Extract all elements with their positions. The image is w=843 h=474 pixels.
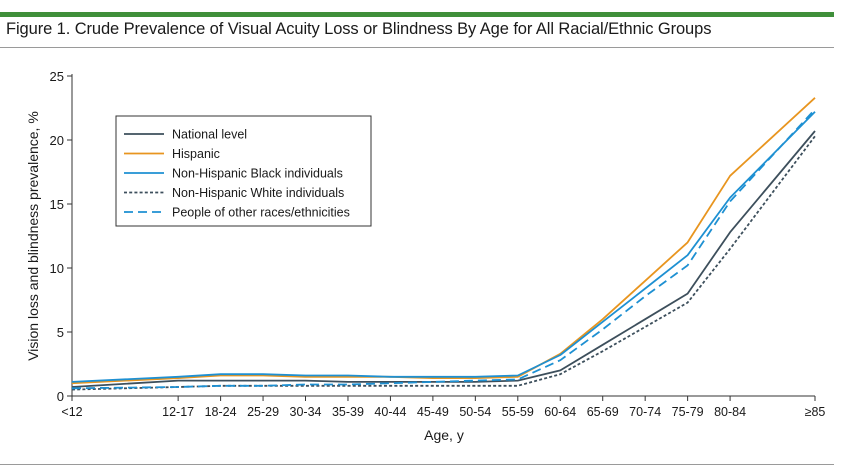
series-line-hispanic [71,97,816,385]
x-tick-label: 35-39 [332,405,364,419]
legend-label: Hispanic [172,147,220,161]
x-tick-label: 50-54 [459,405,491,419]
x-tick-label: 25-29 [247,405,279,419]
x-tick-label: 18-24 [205,405,237,419]
series-line-non-hispanic-black-individuals [71,111,816,383]
top-accent-bar [0,12,834,17]
y-tick-label: 15 [50,197,64,212]
y-tick-label: 5 [57,325,64,340]
x-tick-label: 12-17 [162,405,194,419]
legend-label: Non-Hispanic Black individuals [172,167,343,181]
y-axis-label: Vision loss and blindness prevalence, % [25,111,41,361]
legend-label: People of other races/ethnicities [172,206,350,220]
series-layer [71,97,816,391]
x-axis-label: Age, y [424,427,464,443]
y-tick-label: 20 [50,133,64,148]
series-line-non-hispanic-white-individuals [71,135,816,391]
x-tick-label: 80-84 [714,405,746,419]
y-tick-label: 25 [50,69,64,84]
x-tick-label: 45-49 [417,405,449,419]
title-divider [0,47,834,48]
x-tick-label: <12 [61,405,82,419]
figure-title: Figure 1. Crude Prevalence of Visual Acu… [6,20,712,38]
bottom-divider [0,464,834,465]
x-tick-label: 40-44 [374,405,406,419]
y-tick-label: 10 [50,261,64,276]
legend-label: Non-Hispanic White individuals [172,186,344,200]
x-tick-label: 70-74 [629,405,661,419]
y-tick-label: 0 [57,389,64,404]
axes: 0 5 10 15 20 25 <12 12-17 18-24 25-29 30-34 35-39 40… [50,69,826,419]
x-tick-label: 60-64 [544,405,576,419]
series-line-people-of-other-races-ethnicities [71,108,816,390]
x-tick-label: ≥85 [805,405,826,419]
legend: National level Hispanic Non-Hispanic Black… [115,115,372,227]
x-tick-label: 65-69 [587,405,619,419]
x-tick-label: 75-79 [672,405,704,419]
x-tick-label: 55-59 [502,405,534,419]
x-tick-label: 30-34 [290,405,322,419]
legend-label: National level [172,128,247,142]
